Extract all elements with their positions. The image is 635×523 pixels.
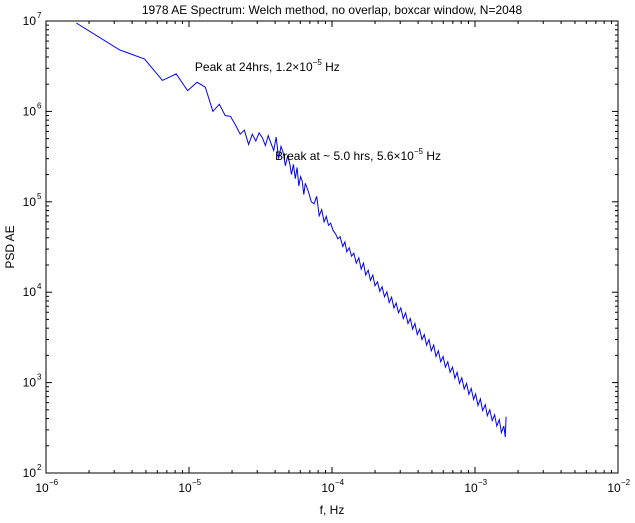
annotation-main: Break at ~ 5.0 hrs, 5.6×10 bbox=[275, 149, 414, 163]
y-tick-exponent: 6 bbox=[37, 101, 42, 110]
annotation-suffix: Hz bbox=[423, 149, 441, 163]
y-tick-label: 10 4 bbox=[23, 282, 42, 299]
axis-ticks bbox=[45, 20, 619, 474]
annotation-suffix: Hz bbox=[322, 60, 340, 74]
y-tick-exponent: 2 bbox=[37, 463, 42, 472]
x-tick-label: 10 −3 bbox=[464, 478, 487, 495]
x-tick-label: 10 −5 bbox=[178, 478, 201, 495]
x-tick-base: 10 bbox=[464, 481, 478, 495]
y-tick-exponent: 4 bbox=[37, 282, 42, 291]
x-tick-label: 10 −6 bbox=[35, 478, 58, 495]
x-tick-label: 10 −2 bbox=[607, 478, 630, 495]
x-tick-base: 10 bbox=[35, 481, 49, 495]
y-tick-base: 10 bbox=[23, 14, 37, 28]
x-axis-label: f, Hz bbox=[320, 503, 345, 517]
annotation-text: Peak at 24hrs, 1.2×10−5 Hz bbox=[195, 58, 340, 74]
annotation-text: Break at ~ 5.0 hrs, 5.6×10−5 Hz bbox=[275, 147, 441, 163]
annotation-exponent: −5 bbox=[414, 147, 424, 156]
y-tick-base: 10 bbox=[23, 376, 37, 390]
y-tick-base: 10 bbox=[23, 104, 37, 118]
x-tick-label: 10 −4 bbox=[321, 478, 344, 495]
psd-series-line bbox=[76, 22, 507, 438]
x-tick-exponent: −3 bbox=[478, 478, 488, 487]
x-tick-base: 10 bbox=[607, 481, 621, 495]
y-tick-base: 10 bbox=[23, 466, 37, 480]
annotation-main: Peak at 24hrs, 1.2×10 bbox=[195, 60, 313, 74]
y-tick-base: 10 bbox=[23, 285, 37, 299]
y-tick-exponent: 7 bbox=[37, 11, 42, 20]
axis-tick-labels: 10 −6 10 −5 10 −4 10 −3 10 −210 210 310 410 510 610 7 bbox=[23, 11, 631, 495]
y-tick-base: 10 bbox=[23, 195, 37, 209]
y-tick-label: 10 2 bbox=[23, 463, 42, 480]
x-tick-exponent: −6 bbox=[49, 478, 59, 487]
x-tick-base: 10 bbox=[321, 481, 335, 495]
x-tick-exponent: −4 bbox=[335, 478, 345, 487]
y-axis-label: PSD AE bbox=[3, 225, 17, 268]
y-tick-label: 10 6 bbox=[23, 101, 42, 118]
y-tick-exponent: 3 bbox=[37, 373, 42, 382]
annotation-exponent: −5 bbox=[313, 58, 323, 67]
y-tick-label: 10 7 bbox=[23, 11, 42, 28]
chart-title: 1978 AE Spectrum: Welch method, no overl… bbox=[142, 3, 523, 17]
y-tick-label: 10 3 bbox=[23, 373, 42, 390]
x-tick-base: 10 bbox=[178, 481, 192, 495]
x-tick-exponent: −5 bbox=[192, 478, 202, 487]
x-tick-exponent: −2 bbox=[621, 478, 631, 487]
y-tick-label: 10 5 bbox=[23, 192, 42, 209]
y-tick-exponent: 5 bbox=[37, 192, 42, 201]
